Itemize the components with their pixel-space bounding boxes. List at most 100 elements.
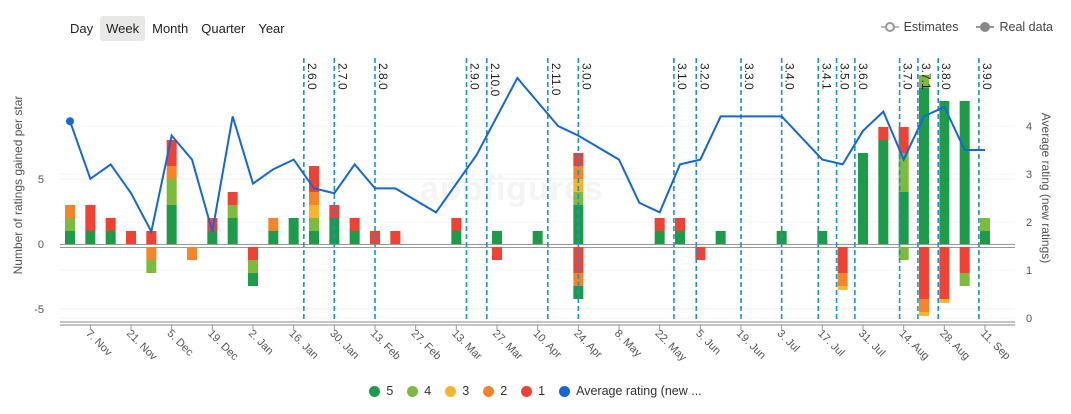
- bar-segment-star-1: [207, 218, 218, 231]
- data-type-legend: Estimates Real data: [863, 20, 1053, 34]
- legend-item-3[interactable]: 3: [445, 384, 469, 398]
- version-label: 3.2.0: [697, 63, 711, 90]
- y2-tick-label: 0: [1026, 313, 1032, 325]
- x-tick-label: 3. Jul: [775, 328, 802, 355]
- x-tick-label: 19. Dec: [205, 328, 241, 364]
- bar-segment-star-5: [85, 231, 96, 244]
- bar-segment-star-4: [898, 153, 909, 192]
- bar-segment-star-1: [227, 192, 238, 205]
- legend-item-4[interactable]: 4: [407, 384, 431, 398]
- bar-segment-star-1: [248, 247, 258, 260]
- bar-segment-star-2: [268, 218, 279, 231]
- bar-segment-star-1: [919, 247, 929, 299]
- ratings-chart: 2.6.0 2.7.0 2.8.0 2.9.0 2.10.0 2.11.0 3.0.0 3.1…: [11, 58, 1053, 365]
- bar-segment-star-1: [105, 218, 116, 231]
- bar-segment-star-2: [65, 205, 75, 218]
- real-data-label: Real data: [999, 20, 1053, 34]
- bar-segment-star-1: [146, 231, 157, 244]
- version-label: 3.4.0: [783, 63, 797, 90]
- y-tick-label: -5: [34, 304, 44, 316]
- bar-segment-star-1: [309, 166, 319, 192]
- period-quarter-button[interactable]: Quarter: [201, 21, 246, 36]
- bar-segment-star-4: [309, 218, 319, 231]
- bar-segment-star-1: [654, 218, 665, 231]
- bar-segment-star-1: [675, 218, 685, 231]
- version-label: 3.9.0: [980, 63, 994, 90]
- version-label: 3.7.1: [919, 63, 933, 90]
- legend-label: 4: [424, 384, 432, 398]
- bar-segment-star-1: [939, 247, 950, 299]
- bar-segment-star-5: [166, 205, 177, 244]
- period-week-button[interactable]: Week: [100, 16, 146, 41]
- legend-swatch: [407, 385, 419, 397]
- x-tick-label: 5. Dec: [165, 328, 196, 359]
- bar-segment-star-5: [980, 231, 990, 244]
- x-tick-label: 22. May: [653, 328, 690, 365]
- bar-segment-star-5: [309, 231, 319, 244]
- bar-segment-star-3: [309, 205, 319, 218]
- bar-segment-star-2: [166, 166, 177, 179]
- version-label: 3.8.0: [939, 63, 953, 90]
- bar-segment-star-2: [146, 247, 157, 260]
- average-rating-path: [69, 76, 985, 235]
- version-markers: 2.6.0 2.7.0 2.8.0 2.9.0 2.10.0 2.11.0 3.0.0 3.1…: [303, 58, 994, 322]
- average-rating-line: [66, 76, 985, 235]
- legend-swatch: [559, 385, 571, 397]
- version-label: 3.4.1: [819, 63, 833, 90]
- legend-label: 5: [386, 384, 394, 398]
- axes: [60, 244, 1015, 326]
- bar-segment-star-1: [451, 218, 462, 231]
- estimates-label: Estimates: [903, 20, 959, 34]
- estimates-line-icon: [880, 22, 899, 32]
- bar-segment-star-5: [105, 231, 116, 244]
- version-label: 2.6.0: [305, 63, 319, 90]
- x-tick-label: 16. Jan: [287, 328, 321, 362]
- grid-lines: [60, 125, 1015, 319]
- bar-segment-star-3: [919, 312, 929, 316]
- x-tick-label: 27. Mar: [490, 328, 525, 363]
- period-year-button[interactable]: Year: [258, 21, 285, 36]
- bar-segment-star-1: [573, 153, 584, 166]
- y-tick-label: 5: [38, 174, 44, 186]
- legend-item-average-rating[interactable]: Average rating (new ...: [559, 384, 702, 398]
- x-tick-label: 11. Sep: [978, 328, 1013, 363]
- bar-segment-star-1: [349, 218, 360, 231]
- x-tick-label: 17. Jul: [815, 328, 846, 359]
- version-label: 3.0.0: [579, 63, 593, 90]
- series-legend: 5 4 3 2 1 Average rating (new ...: [0, 384, 1071, 398]
- legend-item-1[interactable]: 1: [521, 384, 545, 398]
- bar-segment-star-2: [837, 273, 848, 286]
- bar-segment-star-3: [573, 179, 584, 192]
- bar-segment-star-5: [349, 231, 360, 244]
- bar-segment-star-5: [288, 218, 299, 244]
- legend-item-2[interactable]: 2: [483, 384, 507, 398]
- bar-segment-star-4: [919, 75, 929, 88]
- period-selector: Day Week Month Quarter Year: [64, 16, 292, 41]
- bar-segment-star-5: [898, 192, 909, 244]
- x-tick-label: 5. Jun: [693, 328, 723, 358]
- bar-segment-star-1: [837, 247, 848, 273]
- period-month-button[interactable]: Month: [152, 21, 189, 36]
- bar-segment-star-1: [959, 247, 970, 273]
- version-label: 3.5.0: [838, 63, 852, 90]
- legend-swatch: [445, 385, 457, 397]
- y2-tick-label: 1: [1026, 265, 1032, 277]
- x-tick-label: 8. May: [612, 328, 644, 360]
- x-tick-label: 14. Aug: [897, 328, 932, 363]
- bar-segment-star-4: [898, 247, 909, 260]
- bar-segment-star-3: [837, 286, 848, 290]
- estimates-toggle[interactable]: Estimates: [880, 20, 959, 34]
- bar-segment-star-1: [898, 127, 909, 153]
- bar-segment-star-5: [65, 231, 75, 244]
- legend-label: 1: [538, 384, 546, 398]
- bar-segment-star-4: [146, 260, 157, 273]
- version-label: 3.1.0: [675, 63, 689, 90]
- legend-swatch: [521, 385, 533, 397]
- period-day-button[interactable]: Day: [70, 21, 94, 36]
- real-data-toggle[interactable]: Real data: [976, 20, 1053, 34]
- bar-segment-star-1: [878, 127, 889, 140]
- bar-segment-star-5: [858, 153, 868, 244]
- x-tick-label: 10. Apr: [531, 328, 564, 361]
- bar-segment-star-4: [227, 205, 238, 218]
- legend-item-5[interactable]: 5: [369, 384, 393, 398]
